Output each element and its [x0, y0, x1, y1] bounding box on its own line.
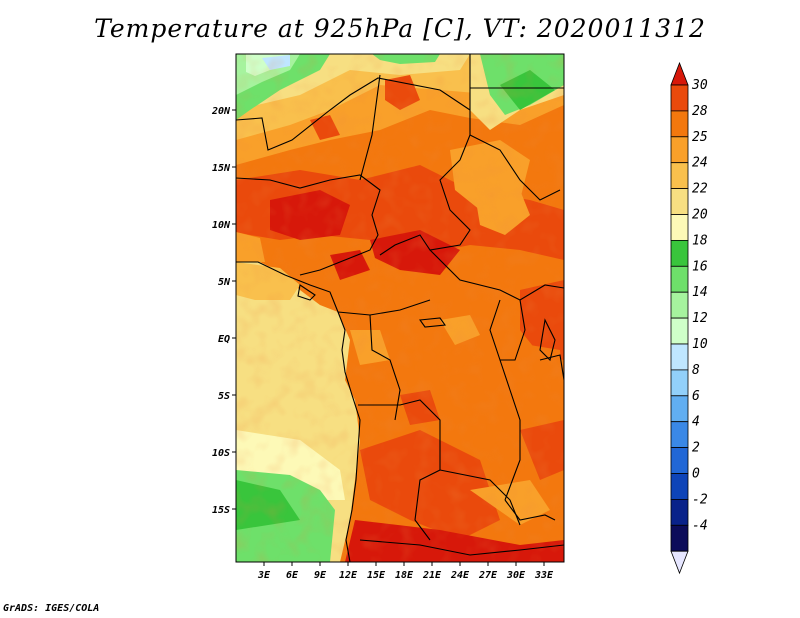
colorbar-label: -4: [692, 518, 708, 533]
colorbar-band: [670, 343, 689, 371]
lon-label-33e: 33E: [534, 570, 554, 581]
colorbar-band: [670, 369, 689, 397]
lon-labels: 3E 6E 9E 12E 15E 18E 21E 24E 27E 30E 33E: [257, 570, 554, 581]
lon-label-9e: 9E: [314, 570, 327, 581]
colorbar-bottom-arrow: [670, 550, 689, 575]
colorbar-top-arrow: [670, 61, 689, 86]
lat-ticks: [232, 109, 236, 510]
colorbar-label: 0: [692, 467, 700, 482]
lon-label-12e: 12E: [339, 570, 358, 581]
grads-credit: GrADS: IGES/COLA: [3, 603, 100, 614]
lon-label-15e: 15E: [367, 570, 386, 581]
colorbar-band: [670, 447, 689, 474]
colorbar-band: [670, 239, 689, 267]
lat-label-5s: 5S: [218, 391, 230, 402]
colorbar-label: 25: [692, 130, 708, 145]
colorbar-label: 12: [692, 311, 708, 326]
colorbar-label: 16: [692, 259, 708, 274]
colorbar-band: [670, 291, 689, 319]
colorbar-label: 14: [692, 285, 708, 300]
colorbar-label: 18: [692, 233, 708, 248]
lat-label-10s: 10S: [212, 448, 230, 459]
lon-ticks: [263, 562, 545, 566]
lat-label-15s: 15S: [212, 505, 230, 516]
colorbar-band: [670, 110, 689, 138]
lon-label-24e: 24E: [450, 570, 470, 581]
colorbar-label: 30: [691, 78, 708, 93]
country-borders: [236, 54, 564, 562]
colorbar-band: [670, 162, 689, 189]
map-title: Temperature at 925hPa [C], VT: 202001131…: [94, 14, 706, 43]
lat-label-15n: 15N: [212, 163, 231, 174]
colorbar-label: 22: [692, 182, 708, 197]
colorbar-band: [670, 136, 689, 164]
colorbar-label: 4: [692, 415, 700, 430]
colorbar-band: [670, 214, 689, 241]
lon-label-6e: 6E: [286, 570, 299, 581]
colorbar-label: 10: [692, 337, 708, 352]
lon-label-27e: 27E: [478, 570, 498, 581]
colorbar-label: 8: [692, 363, 700, 378]
colorbar-bands: [670, 61, 689, 575]
lon-label-21e: 21E: [422, 570, 442, 581]
colorbar-band: [670, 473, 689, 500]
colorbar-band: [670, 84, 689, 112]
lon-label-18e: 18E: [395, 570, 414, 581]
colorbar-band: [670, 421, 689, 449]
colorbar-band: [670, 265, 689, 293]
colorbar-label: 2: [692, 441, 700, 456]
lat-label-eq: EQ: [218, 334, 230, 345]
lon-label-3e: 3E: [257, 570, 271, 581]
colorbar-label: 24: [692, 156, 708, 171]
map-frame: [235, 53, 565, 563]
lat-label-10n: 10N: [212, 220, 231, 231]
lat-label-20n: 20N: [211, 106, 231, 117]
temperature-field: [236, 54, 564, 562]
lat-label-5n: 5N: [218, 277, 231, 288]
colorbar-band: [670, 395, 689, 423]
colorbar-band: [670, 524, 689, 552]
colorbar-band: [670, 317, 689, 345]
colorbar-band: [670, 188, 689, 215]
lat-labels: 20N 15N 10N 5N EQ 5S 10S 15S: [211, 106, 231, 516]
colorbar-label: 6: [692, 389, 700, 404]
colorbar-label: -2: [692, 492, 708, 507]
colorbar-label: 20: [692, 208, 708, 223]
colorbar-label: 28: [692, 104, 708, 119]
lon-label-30e: 30E: [506, 570, 526, 581]
colorbar-band: [670, 498, 689, 526]
